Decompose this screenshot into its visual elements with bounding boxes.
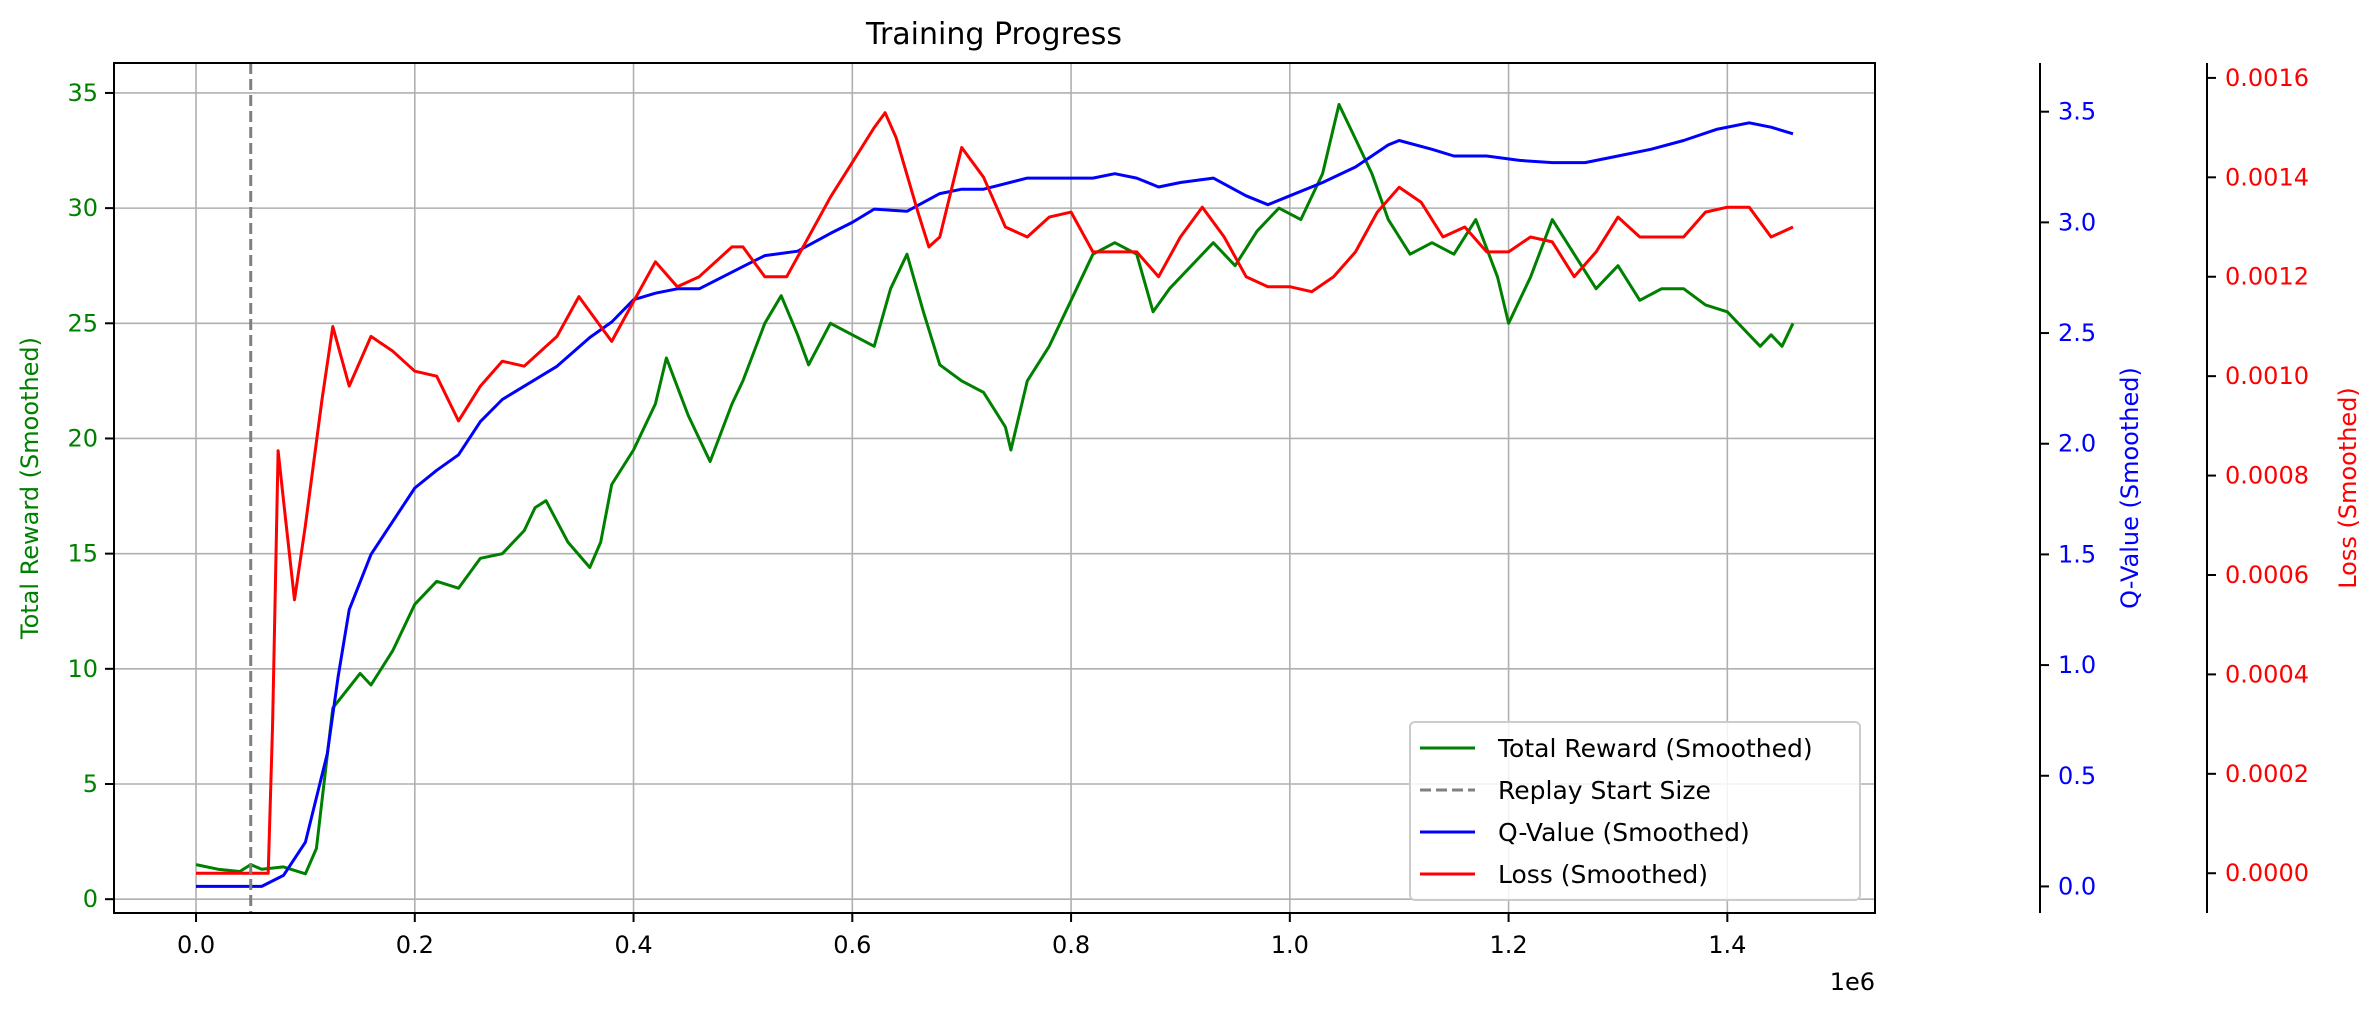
q-value-tick-label: 0.5 [2058,762,2096,790]
loss-tick-label: 0.0008 [2225,462,2309,490]
x-axis: 0.0 0.2 0.4 0.6 0.8 1.0 1.2 1.4 [177,913,1746,959]
loss-tick-label: 0.0004 [2225,660,2309,688]
loss-tick-label: 0.0006 [2225,561,2309,589]
legend-box [1409,721,1861,901]
q-value-tick-label: 1.5 [2058,540,2096,568]
x-tick-label: 0.0 [177,931,215,959]
x-tick-label: 1.0 [1271,931,1309,959]
plot-frame [113,62,1876,914]
reward-tick-label: 20 [67,424,98,452]
reward-axis: 0 5 10 15 20 25 30 35 [67,79,114,913]
loss-tick-label: 0.0002 [2225,760,2309,788]
loss-tick-label: 0.0014 [2225,163,2309,191]
chart-title: Training Progress [865,17,1122,52]
legend-label-total-reward-smoothed: Total Reward (Smoothed) [1497,734,1813,763]
q-value-axis-label: Q-Value (Smoothed) [2116,367,2144,609]
x-tick-label: 0.2 [396,931,434,959]
x-tick-label: 1.4 [1708,931,1746,959]
loss-tick-label: 0.0000 [2225,859,2309,887]
reward-tick-label: 10 [67,655,98,683]
series-line-q-value-smoothed [196,121,1794,888]
legend-label-replay-start-size: Replay Start Size [1498,776,1711,805]
reward-tick-label: 0 [83,885,98,913]
x-tick-label: 0.4 [614,931,652,959]
x-tick-label: 1.2 [1489,931,1527,959]
reward-tick-label: 35 [67,79,98,107]
x-tick-label: 0.8 [1052,931,1090,959]
reward-tick-label: 25 [67,309,98,337]
q-value-axis: 0.0 0.5 1.0 1.5 2.0 2.5 3.0 3.5 [2039,63,2096,913]
series-line-total-reward-smoothed [195,103,1795,876]
q-value-tick-label: 3.0 [2058,208,2096,236]
x-axis-multiplier: 1e6 [1830,968,1875,996]
x-tick-label: 0.6 [833,931,871,959]
loss-axis-label: Loss (Smoothed) [2334,387,2362,589]
loss-tick-label: 0.0016 [2225,64,2309,92]
loss-axis: 0.0000 0.0002 0.0004 0.0006 0.0008 0.0010 0.00… [2206,63,2309,913]
reward-tick-label: 15 [67,540,98,568]
reward-tick-label: 30 [67,194,98,222]
legend-label-q-value-smoothed: Q-Value (Smoothed) [1498,818,1750,847]
q-value-tick-label: 2.5 [2058,319,2096,347]
reward-axis-label: Total Reward (Smoothed) [16,337,44,640]
legend-label-loss-smoothed: Loss (Smoothed) [1498,860,1708,889]
reward-tick-label: 5 [83,770,98,798]
q-value-tick-label: 0.0 [2058,872,2096,900]
loss-tick-label: 0.0010 [2225,362,2309,390]
series-lines [195,63,1795,913]
loss-tick-label: 0.0012 [2225,263,2309,291]
q-value-tick-label: 1.0 [2058,651,2096,679]
q-value-tick-label: 3.5 [2058,98,2096,126]
legend: Total Reward (Smoothed) Replay Start Size… [1409,721,1861,901]
series-line-loss-smoothed [196,111,1794,875]
q-value-tick-label: 2.0 [2058,430,2096,458]
